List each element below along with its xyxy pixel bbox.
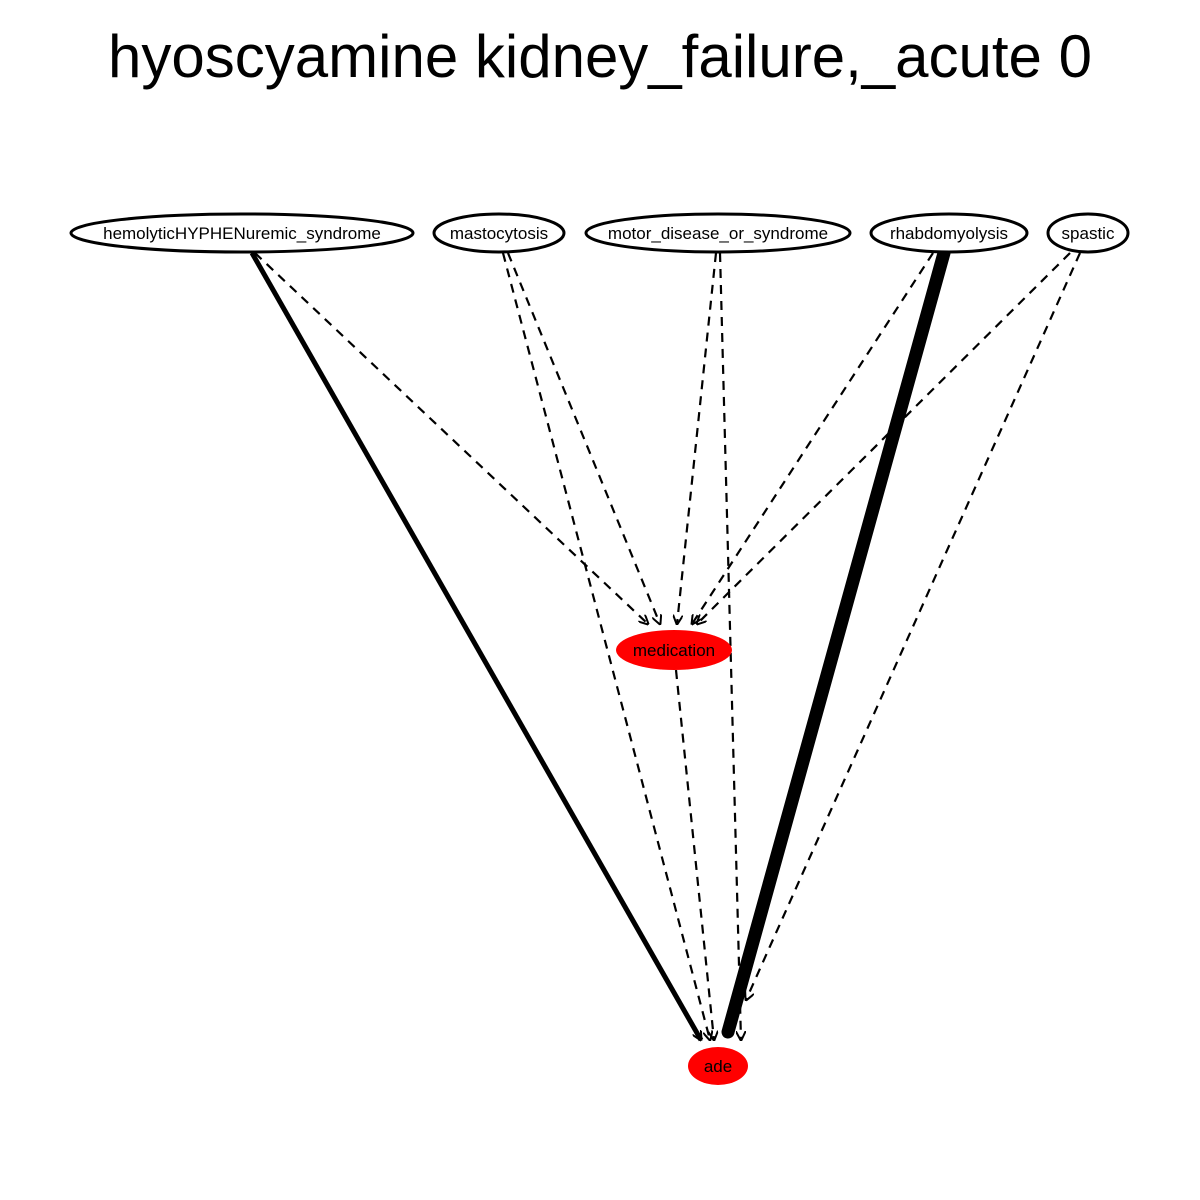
node-motor: motor_disease_or_syndrome	[584, 212, 852, 254]
edge-mastocytosis-to-medication	[506, 252, 660, 624]
node-rhabdo-shape	[869, 212, 1029, 254]
edge-hemolytic-to-ade	[249, 251, 704, 1040]
node-rhabdo: rhabdomyolysis	[869, 212, 1029, 254]
node-motor-shape	[584, 212, 852, 254]
node-medication-shape	[616, 630, 732, 670]
node-spastic: spastic	[1046, 212, 1130, 254]
edge-motor-to-medication	[677, 252, 718, 624]
node-mastocytosis-shape	[432, 212, 566, 254]
node-medication: medication	[616, 630, 732, 670]
edge-mastocytosis-to-ade	[501, 252, 710, 1040]
node-spastic-label: spastic	[1062, 224, 1115, 243]
edge-motor-to-ade	[718, 252, 741, 1040]
edge-medication-to-ade	[674, 669, 714, 1040]
node-ade: ade	[688, 1047, 748, 1085]
nodes-layer: hemolyticHYPHENuremic_syndrome mastocytos…	[69, 212, 1130, 1085]
node-mastocytosis-label: mastocytosis	[450, 224, 548, 243]
node-ade-label: ade	[704, 1057, 732, 1076]
edge-hemolytic-to-medication	[254, 252, 648, 624]
node-hemolytic: hemolyticHYPHENuremic_syndrome	[69, 212, 415, 254]
node-mastocytosis: mastocytosis	[432, 212, 566, 254]
edge-rhabdo-to-medication	[692, 252, 934, 624]
edges-layer	[249, 246, 1082, 1040]
node-medication-label: medication	[633, 641, 715, 660]
node-spastic-shape	[1046, 212, 1130, 254]
edge-spastic-to-medication	[697, 252, 1071, 624]
node-hemolytic-label: hemolyticHYPHENuremic_syndrome	[103, 224, 381, 243]
node-motor-label: motor_disease_or_syndrome	[608, 224, 828, 243]
edge-spastic-to-ade	[746, 252, 1082, 1000]
edge-rhabdo-to-ade	[721, 246, 951, 1039]
node-ade-shape	[688, 1047, 748, 1085]
diagram-title: hyoscyamine kidney_failure,_acute 0	[108, 23, 1092, 90]
node-rhabdo-label: rhabdomyolysis	[890, 224, 1008, 243]
node-hemolytic-shape	[69, 212, 415, 254]
